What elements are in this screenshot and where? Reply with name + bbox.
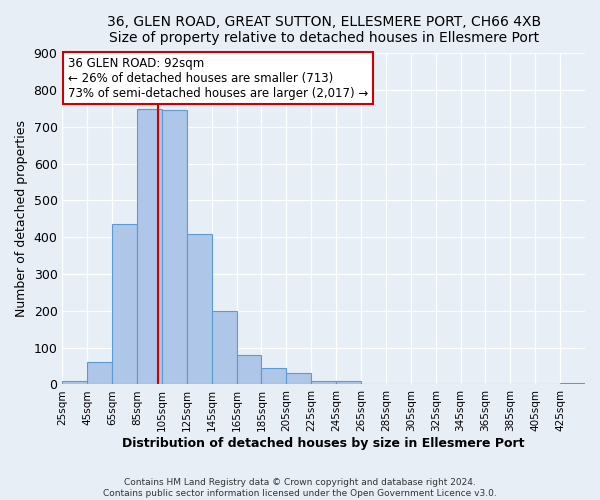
Bar	[137, 108, 162, 384]
Bar	[336, 381, 361, 384]
Bar	[286, 374, 311, 384]
Bar	[262, 368, 286, 384]
Y-axis label: Number of detached properties: Number of detached properties	[15, 120, 28, 318]
Text: Contains HM Land Registry data © Crown copyright and database right 2024.
Contai: Contains HM Land Registry data © Crown c…	[103, 478, 497, 498]
Bar	[112, 224, 137, 384]
Bar	[236, 355, 262, 384]
Bar	[560, 382, 585, 384]
Bar	[62, 381, 88, 384]
Bar	[212, 311, 236, 384]
Bar	[88, 362, 112, 384]
Text: 36 GLEN ROAD: 92sqm
← 26% of detached houses are smaller (713)
73% of semi-detac: 36 GLEN ROAD: 92sqm ← 26% of detached ho…	[68, 56, 368, 100]
Title: 36, GLEN ROAD, GREAT SUTTON, ELLESMERE PORT, CH66 4XB
Size of property relative : 36, GLEN ROAD, GREAT SUTTON, ELLESMERE P…	[107, 15, 541, 45]
Bar	[311, 381, 336, 384]
Bar	[187, 234, 212, 384]
X-axis label: Distribution of detached houses by size in Ellesmere Port: Distribution of detached houses by size …	[122, 437, 525, 450]
Bar	[162, 110, 187, 384]
